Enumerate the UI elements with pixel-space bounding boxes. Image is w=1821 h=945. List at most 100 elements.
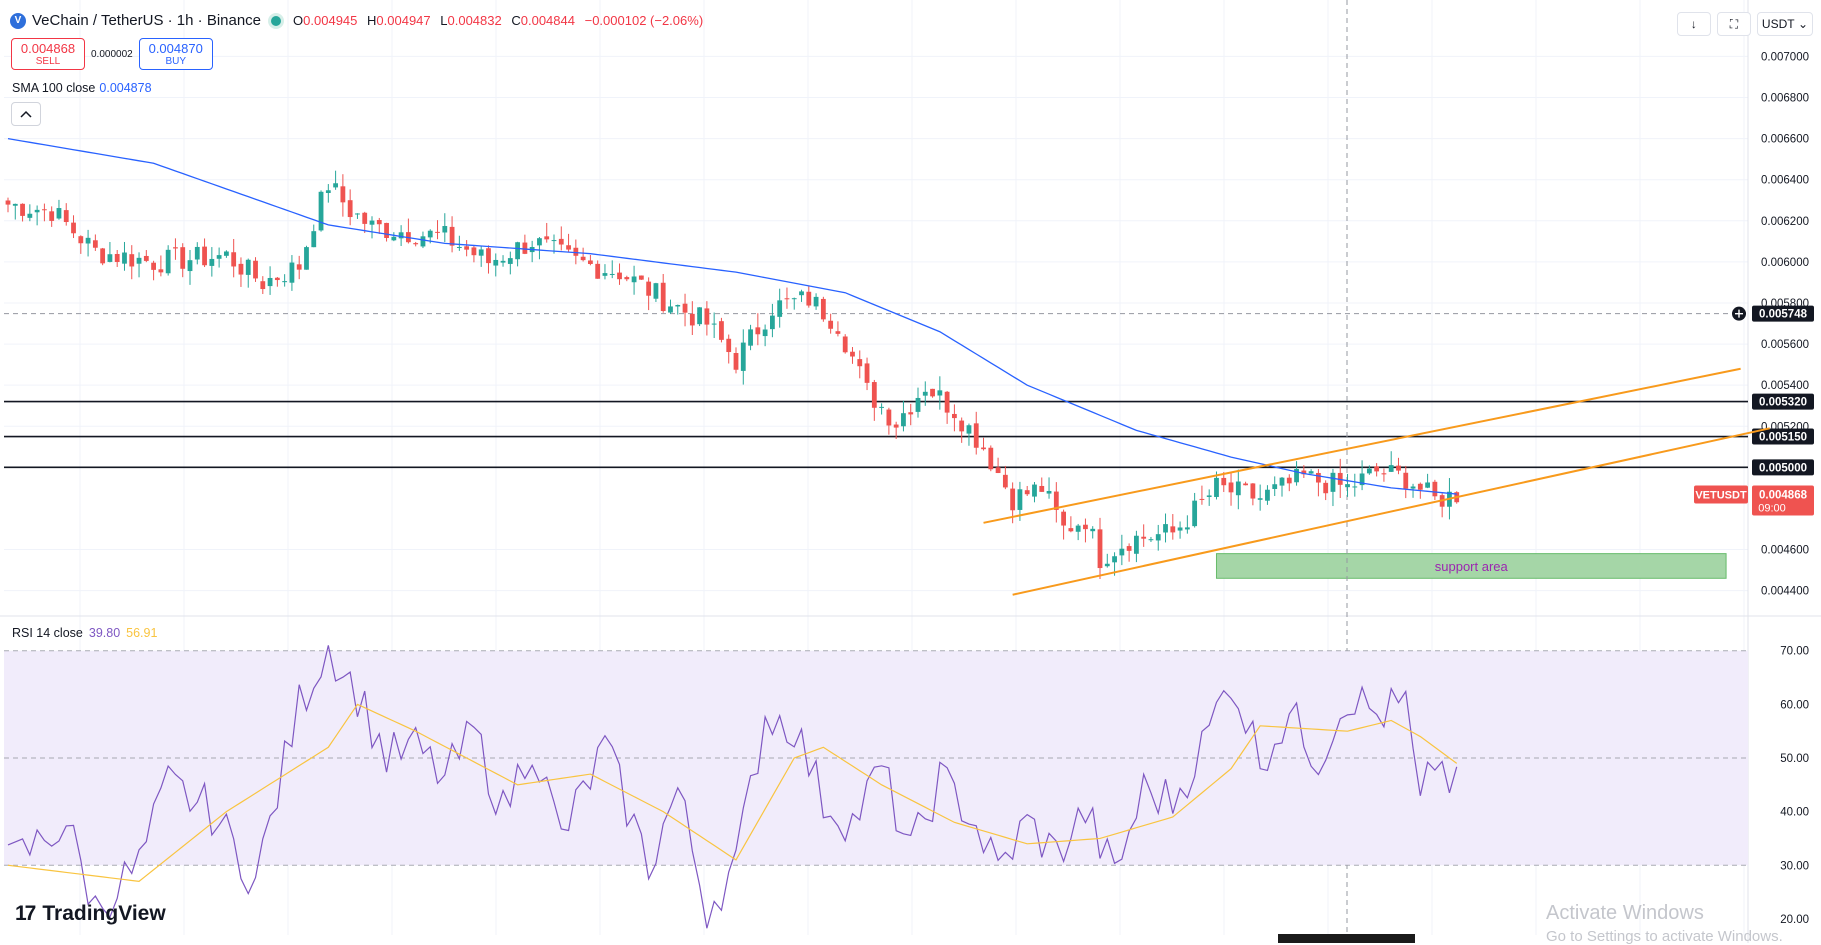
candle-body — [5, 200, 11, 205]
ohlc-close: 0.004844 — [520, 13, 575, 28]
candle-body — [333, 183, 338, 188]
candle-body — [1417, 483, 1423, 490]
candle-body — [1308, 471, 1314, 474]
candle-body — [617, 272, 622, 280]
chevron-down-icon: ⌄ — [1797, 17, 1808, 31]
rsi-ma-value: 56.91 — [126, 626, 158, 640]
candle-body — [944, 391, 950, 413]
candle-body — [362, 212, 368, 224]
candle-body — [1301, 470, 1307, 475]
candle-body — [507, 258, 513, 264]
candle-body — [92, 240, 98, 248]
download-button[interactable]: ↓ — [1676, 12, 1711, 36]
rsi-tick-label: 60.00 — [1780, 699, 1809, 711]
candle-body — [1352, 486, 1358, 488]
candle-body — [1294, 468, 1299, 483]
candle-body — [260, 281, 266, 290]
candle-body — [1243, 483, 1248, 486]
candle-body — [908, 412, 914, 415]
candle-body — [63, 210, 69, 223]
candle-body — [224, 251, 229, 256]
candle-body — [1257, 498, 1263, 500]
candle-body — [1112, 556, 1117, 563]
candle-body — [871, 382, 877, 408]
candle-body — [471, 247, 477, 256]
candle-body — [689, 313, 695, 326]
sell-label: SELL — [35, 56, 61, 67]
candle-body — [1272, 484, 1278, 490]
candle-body — [573, 247, 579, 256]
crosshair-price-label: 0.005748 — [1759, 309, 1808, 321]
candle-body — [384, 222, 389, 238]
candle-body — [311, 231, 317, 248]
price-tick-label: 0.005600 — [1761, 339, 1809, 351]
candle-body — [1104, 563, 1110, 567]
download-icon: ↓ — [1690, 17, 1697, 31]
candle-body — [762, 329, 768, 337]
rsi-legend[interactable]: RSI 14 close 39.80 56.91 — [12, 626, 157, 640]
symbol-header: V VeChain / TetherUS · 1h · Binance O0.0… — [10, 12, 709, 29]
candle-body — [1235, 481, 1241, 496]
tradingview-mark-icon: 17 — [15, 902, 36, 925]
ohlc-open-label: O — [293, 13, 304, 28]
candle-body — [1024, 490, 1030, 495]
candle-body — [1075, 525, 1081, 532]
candle-body — [1141, 536, 1147, 539]
buy-button[interactable]: 0.004870 BUY — [138, 38, 213, 70]
level-price-tag — [1752, 428, 1814, 445]
ohlc-high-label: H — [367, 13, 377, 28]
trade-buttons: 0.004868 SELL 0.000002 0.004870 BUY — [11, 38, 213, 70]
candle-body — [1083, 524, 1088, 530]
candle-body — [1119, 548, 1125, 556]
symbol-tag-label: VETUSDT — [1695, 489, 1747, 501]
candle-body — [12, 203, 18, 206]
ohlc-low-label: L — [440, 13, 448, 28]
candle-body — [325, 190, 331, 194]
candle-body — [180, 247, 186, 269]
candle-body — [733, 353, 739, 370]
collapse-legend-button[interactable] — [11, 102, 41, 126]
bar-countdown-label: 09:00 — [1758, 502, 1786, 514]
candle-body — [930, 388, 935, 397]
candle-body — [1170, 526, 1176, 533]
candle-body — [478, 249, 484, 256]
candle-body — [1002, 474, 1008, 488]
candle-body — [398, 232, 404, 239]
candle-body — [828, 320, 834, 329]
sell-button[interactable]: 0.004868 SELL — [11, 38, 85, 70]
vechain-logo-icon: V — [10, 12, 26, 29]
sell-price: 0.004868 — [20, 41, 76, 56]
taskbar-fragment — [1278, 934, 1415, 943]
candle-body — [682, 303, 688, 313]
candle-body — [973, 423, 979, 448]
candle-body — [551, 240, 557, 242]
price-tick-label: 0.005400 — [1761, 380, 1809, 392]
candle-body — [537, 238, 542, 246]
candle-body — [27, 213, 33, 218]
fullscreen-icon: ⛶ — [1729, 16, 1739, 31]
level-price-tag — [1752, 393, 1814, 410]
candle-body — [238, 263, 244, 275]
candle-body — [1286, 477, 1292, 484]
candle-body — [449, 226, 455, 246]
candle-body — [879, 406, 884, 408]
currency-select[interactable]: USDT ⌄ — [1756, 12, 1813, 36]
fullscreen-button[interactable]: ⛶ — [1716, 12, 1751, 36]
candle-body — [740, 342, 746, 371]
candle-body — [820, 298, 826, 320]
price-tick-label: 0.006200 — [1761, 216, 1809, 228]
candle-body — [777, 300, 783, 317]
windows-activation-hint: Go to Settings to activate Windows. — [1546, 928, 1783, 945]
candle-body — [435, 231, 440, 233]
tradingview-logo[interactable]: 17 TradingView — [15, 902, 166, 926]
candle-body — [544, 236, 550, 240]
candle-body — [952, 413, 957, 419]
candle-body — [799, 291, 804, 296]
spread-value: 0.000002 — [91, 48, 133, 60]
symbol-title[interactable]: VeChain / TetherUS · 1h · Binance — [32, 12, 262, 29]
sma-legend[interactable]: SMA 100 close 0.004878 — [12, 81, 152, 95]
price-tick-label: 0.006400 — [1761, 175, 1809, 187]
ohlc-values: O0.004945 H0.004947 L0.004832 C0.004844 … — [293, 13, 709, 28]
candle-body — [413, 243, 419, 245]
